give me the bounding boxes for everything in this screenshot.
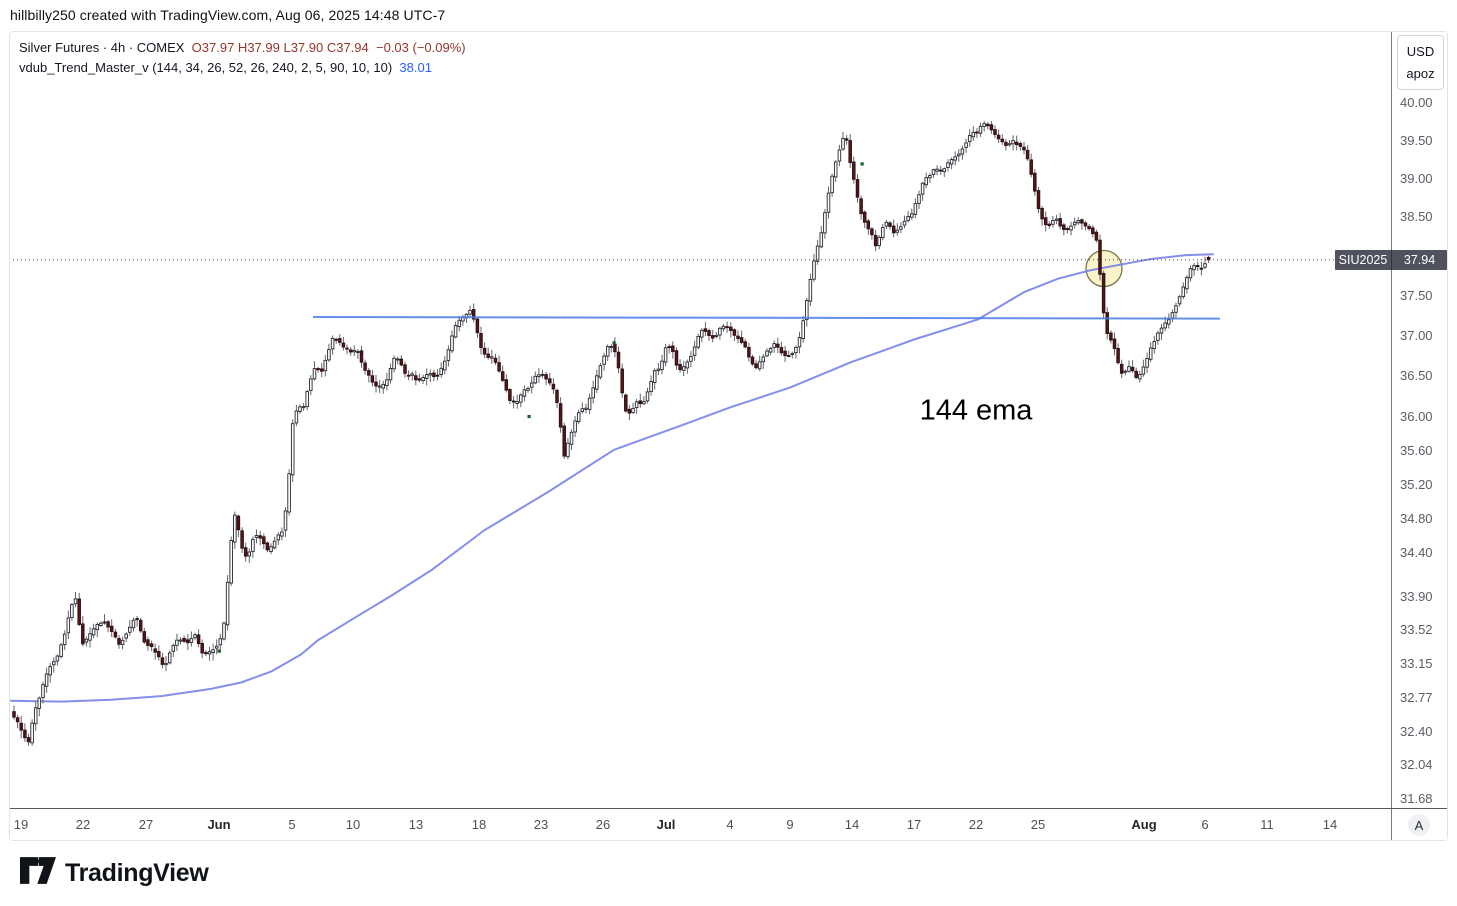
time-tick-label: 10 [345,817,361,832]
price-tick-label: 33.15 [1400,655,1433,671]
time-tick-label: 19 [13,817,29,832]
price-tick-label: 32.77 [1400,690,1433,706]
time-tick-label: 14 [1322,817,1338,832]
time-tick-label: 25 [1030,817,1046,832]
indicator-value: 38.01 [399,60,432,75]
change-value: −0.03 (−0.09%) [376,40,466,55]
price-tick-label: 36.00 [1400,409,1433,425]
price-tick-label: 37.00 [1400,327,1433,343]
symbol-legend-row[interactable]: Silver Futures · 4h · COMEX O37.97 H37.9… [19,38,466,58]
time-tick-label: Aug [1131,817,1157,832]
unit-label: apoz [1406,66,1435,81]
price-tick-label: 34.40 [1400,545,1433,561]
time-tick-label: 5 [288,817,296,832]
time-tick-label: 17 [906,817,922,832]
time-tick-label: Jul [656,817,676,832]
price-tick-label: 32.04 [1400,757,1433,773]
price-tick-label: 35.60 [1400,442,1433,458]
ema-annotation-text[interactable]: 144 ema [919,394,1033,427]
time-tick-label: 6 [1201,817,1209,832]
time-tick-label: 22 [75,817,91,832]
time-tick-label: 13 [408,817,424,832]
currency-label: USD [1406,44,1435,59]
time-tick-label: 4 [726,817,734,832]
indicator-legend-row[interactable]: vdub_Trend_Master_v (144, 34, 26, 52, 26… [19,58,466,78]
price-tick-label: 33.52 [1400,622,1433,638]
price-axis[interactable]: USD apoz 40.00 39.50 39.00 38.50 37.50 37.00 3… [1392,32,1447,808]
price-tick-label: 39.00 [1400,170,1433,186]
price-axis-separator [1391,32,1392,840]
time-tick-label: 23 [533,817,549,832]
time-tick-label: 9 [786,817,794,832]
price-tick-label: 39.50 [1400,132,1433,148]
chart-legend: Silver Futures · 4h · COMEX O37.97 H37.9… [19,38,466,78]
price-tick-label: 37.50 [1400,287,1433,303]
last-price-label: SIU2025 37.94 [1335,249,1447,270]
price-tick-label: 32.40 [1400,723,1433,739]
price-tick-label: 31.68 [1400,791,1433,806]
price-tick-label: 38.50 [1400,209,1433,225]
time-axis-separator [10,808,1447,809]
time-tick-label: 27 [138,817,154,832]
tradingview-logo[interactable]: TradingView [20,856,209,890]
price-pane[interactable] [10,32,1391,808]
price-tick-label: 40.00 [1400,95,1433,110]
symbol-title: Silver Futures · 4h · COMEX [19,40,185,55]
ohlc-values: O37.97 H37.99 L37.90 C37.94 [191,40,369,55]
time-tick-label: 11 [1260,817,1274,832]
time-tick-label: 18 [471,817,487,832]
auto-scale-button[interactable]: A [1408,814,1430,836]
time-tick-label: 14 [844,817,860,832]
price-tick-label: 35.20 [1400,476,1433,492]
time-tick-label: 26 [595,817,611,832]
currency-unit-button[interactable]: USD apoz [1397,35,1444,90]
last-price-value: 37.94 [1391,249,1447,270]
attribution-title: hillbilly250 created with TradingView.co… [10,7,446,23]
contract-symbol: SIU2025 [1338,252,1388,267]
tradingview-logo-icon [20,856,56,890]
time-tick-label: 22 [968,817,984,832]
price-tick-label: 34.80 [1400,510,1433,526]
time-tick-label: Jun [207,817,231,832]
time-axis[interactable]: A 19 22 27 Jun 5 10 13 18 23 26 Jul 4 9 14 17 22 25 Aug 6 1… [10,809,1447,840]
tradingview-wordmark: TradingView [65,858,209,887]
price-tick-label: 33.90 [1400,588,1433,604]
price-tick-label: 36.50 [1400,368,1433,384]
indicator-title: vdub_Trend_Master_v (144, 34, 26, 52, 26… [19,60,393,75]
chart-frame: Silver Futures · 4h · COMEX O37.97 H37.9… [9,31,1448,841]
